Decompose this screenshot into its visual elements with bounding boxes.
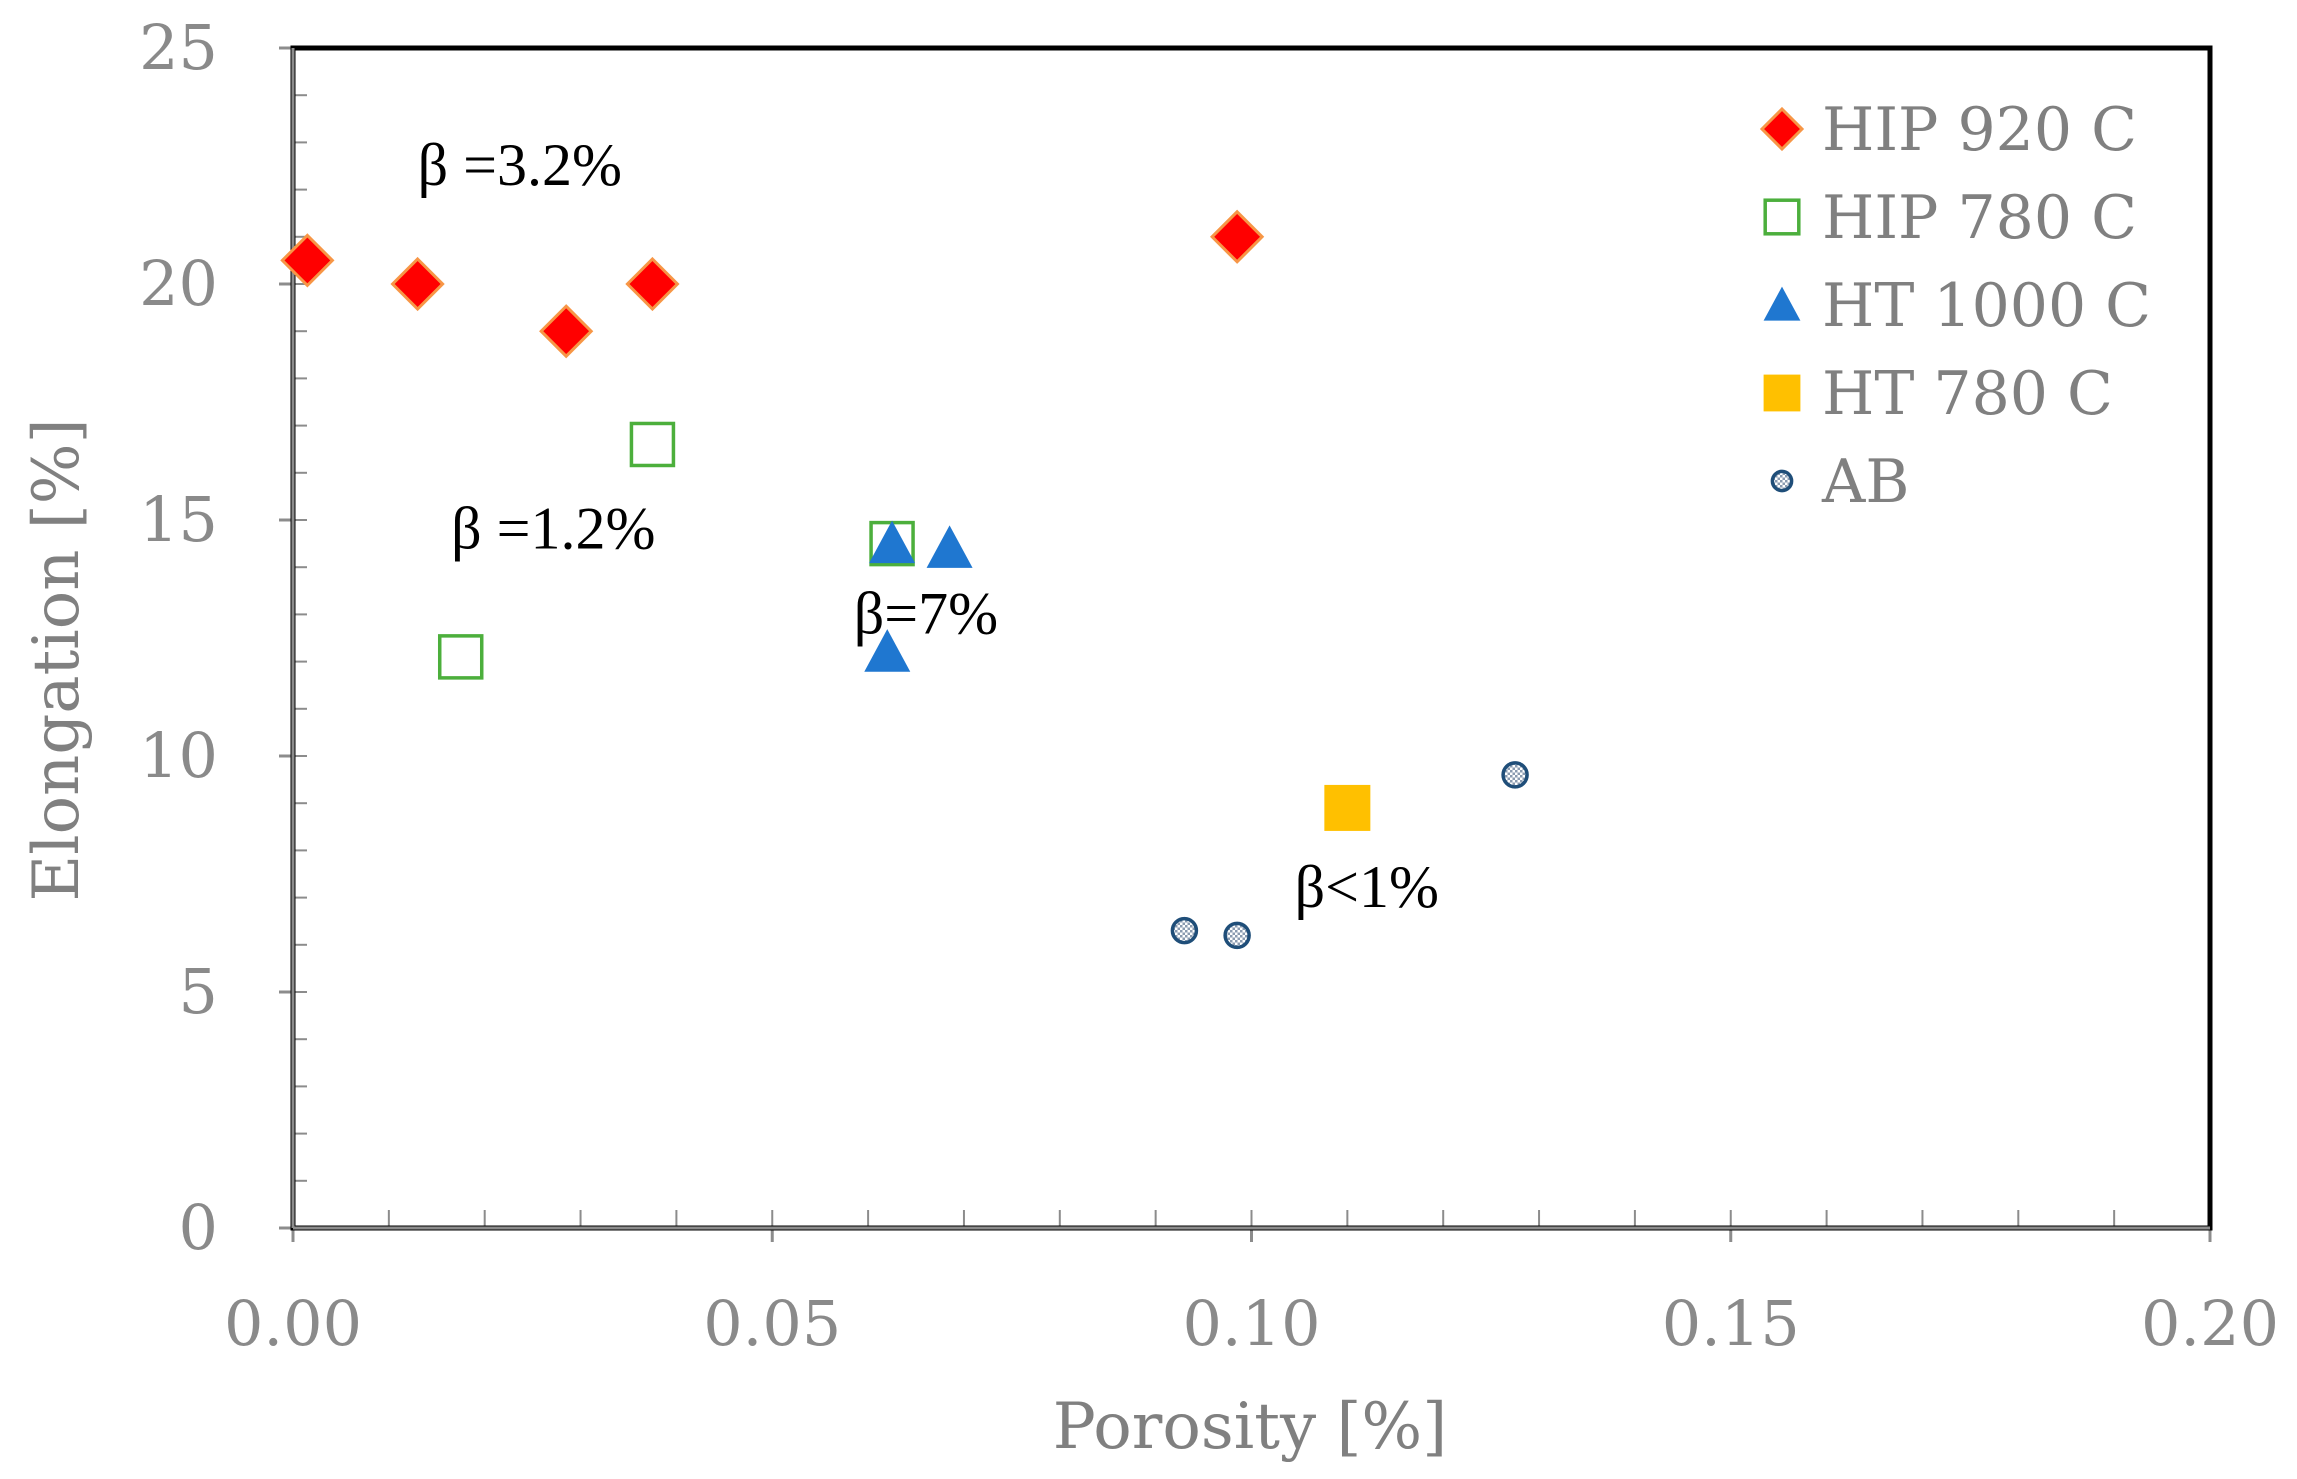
- legend-marker: [1759, 106, 1805, 152]
- point-hip-920-c: [280, 233, 335, 288]
- point-ht-1000-c: [869, 520, 916, 564]
- beta-annotation: β =1.2%: [451, 495, 655, 561]
- point-ht-1000-c: [926, 525, 973, 568]
- y-tick-label: 15: [139, 483, 218, 556]
- legend-label: HIP 780 C: [1822, 183, 2137, 253]
- legend-label: HT 780 C: [1822, 359, 2113, 429]
- minor-ticks: [292, 47, 2211, 1229]
- point-ab: [1501, 761, 1529, 789]
- legend-label: HIP 920 C: [1822, 95, 2137, 165]
- y-tick-label: 5: [179, 955, 218, 1028]
- beta-annotation: β =3.2%: [418, 132, 622, 198]
- legend-marker: [1763, 198, 1801, 236]
- beta-annotation: β=7%: [854, 580, 998, 646]
- legend-label: HT 1000 C: [1822, 271, 2151, 341]
- y-tick-label: 0: [179, 1191, 218, 1264]
- x-tick-labels: 0.00 0.05 0.10 0.15 0.20: [224, 1287, 2279, 1360]
- point-ht-1000-c: [864, 629, 911, 672]
- annotations: β =3.2% β =1.2% β=7% β<1%: [418, 132, 1439, 920]
- y-tick-label: 10: [139, 719, 218, 792]
- point-ab: [1170, 916, 1199, 945]
- point-ht-780-c: [1324, 784, 1371, 831]
- y-tick-label: 25: [139, 11, 218, 84]
- x-tick-label: 0.05: [703, 1287, 841, 1360]
- legend: HIP 920 C HIP 780 C HT 1000 C HT 780 C AB: [1759, 95, 2151, 517]
- x-tick-label: 0.15: [1662, 1287, 1800, 1360]
- point-hip-920-c: [625, 256, 680, 312]
- legend-marker: [1770, 469, 1794, 493]
- point-hip-920-c: [390, 256, 445, 312]
- data-points: [280, 209, 1529, 950]
- x-tick-label: 0.20: [2141, 1287, 2279, 1360]
- x-axis-title: Porosity [%]: [1053, 1390, 1447, 1464]
- y-tick-label: 20: [139, 247, 218, 320]
- point-hip-780-c: [437, 634, 484, 680]
- point-hip-780-c: [629, 421, 676, 468]
- legend-label: AB: [1821, 447, 1909, 517]
- point-hip-920-c: [1210, 209, 1265, 264]
- beta-annotation: β<1%: [1295, 854, 1439, 920]
- legend-marker: [1763, 286, 1801, 321]
- x-tick-label: 0.00: [224, 1287, 362, 1360]
- point-ab: [1223, 921, 1251, 950]
- y-axis-title: Elongation [%]: [20, 418, 94, 901]
- y-tick-labels: 0 5 10 15 20 25: [139, 11, 218, 1264]
- x-tick-label: 0.10: [1182, 1287, 1320, 1360]
- point-hip-920-c: [539, 304, 594, 359]
- legend-marker: [1763, 374, 1801, 412]
